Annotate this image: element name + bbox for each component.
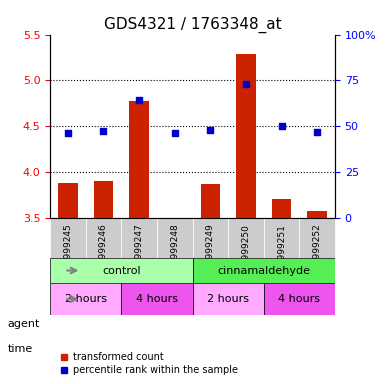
Text: GSM999251: GSM999251 bbox=[277, 223, 286, 278]
Point bbox=[314, 129, 320, 135]
Point bbox=[243, 81, 249, 87]
Bar bbox=[236, 54, 256, 218]
FancyBboxPatch shape bbox=[264, 218, 300, 258]
FancyBboxPatch shape bbox=[192, 218, 228, 258]
Text: GSM999248: GSM999248 bbox=[170, 223, 179, 278]
Text: GSM999252: GSM999252 bbox=[313, 223, 321, 278]
Text: 2 hours: 2 hours bbox=[207, 294, 249, 304]
Text: 2 hours: 2 hours bbox=[65, 294, 107, 304]
Text: GSM999246: GSM999246 bbox=[99, 223, 108, 278]
FancyBboxPatch shape bbox=[300, 218, 335, 258]
Bar bbox=[94, 181, 113, 218]
Title: GDS4321 / 1763348_at: GDS4321 / 1763348_at bbox=[104, 17, 281, 33]
Point bbox=[172, 129, 178, 136]
FancyBboxPatch shape bbox=[50, 283, 121, 315]
FancyBboxPatch shape bbox=[264, 283, 335, 315]
Point bbox=[207, 127, 213, 133]
Legend: transformed count, percentile rank within the sample: transformed count, percentile rank withi… bbox=[55, 348, 242, 379]
Text: GSM999250: GSM999250 bbox=[241, 223, 250, 278]
Text: time: time bbox=[8, 344, 33, 354]
FancyBboxPatch shape bbox=[228, 218, 264, 258]
Bar bbox=[307, 211, 327, 218]
Bar bbox=[201, 184, 220, 218]
Point bbox=[136, 98, 142, 104]
FancyBboxPatch shape bbox=[50, 218, 85, 258]
Text: control: control bbox=[102, 266, 141, 276]
FancyBboxPatch shape bbox=[192, 258, 335, 283]
Point bbox=[65, 130, 71, 136]
Text: GSM999245: GSM999245 bbox=[64, 223, 72, 278]
Text: cinnamaldehyde: cinnamaldehyde bbox=[217, 266, 310, 276]
Bar bbox=[272, 199, 291, 218]
FancyBboxPatch shape bbox=[50, 258, 192, 283]
Text: GSM999249: GSM999249 bbox=[206, 223, 215, 278]
Bar bbox=[129, 101, 149, 218]
Text: GSM999247: GSM999247 bbox=[135, 223, 144, 278]
Point bbox=[278, 123, 285, 129]
FancyBboxPatch shape bbox=[192, 283, 264, 315]
FancyBboxPatch shape bbox=[85, 218, 121, 258]
FancyBboxPatch shape bbox=[157, 218, 192, 258]
Text: 4 hours: 4 hours bbox=[278, 294, 320, 304]
Text: 4 hours: 4 hours bbox=[136, 294, 178, 304]
Text: agent: agent bbox=[8, 319, 40, 329]
Bar bbox=[58, 183, 78, 218]
FancyBboxPatch shape bbox=[121, 283, 192, 315]
Point bbox=[100, 127, 107, 134]
FancyBboxPatch shape bbox=[121, 218, 157, 258]
